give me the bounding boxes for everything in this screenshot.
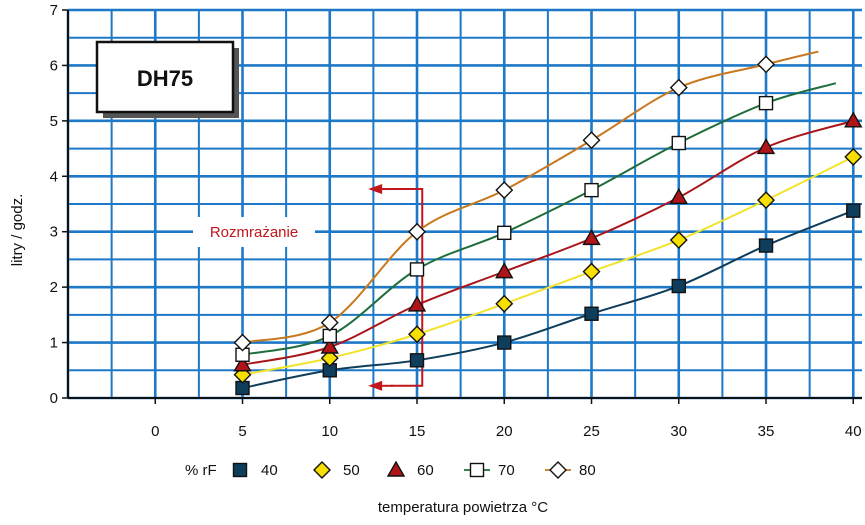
legend-marker-40 xyxy=(232,462,248,478)
data-point-80 xyxy=(669,78,688,97)
data-point-60 xyxy=(756,138,776,155)
legend-label-40: 40 xyxy=(261,462,278,479)
data-point-60 xyxy=(582,228,601,246)
series-line-80 xyxy=(242,50,819,344)
data-point-50 xyxy=(320,349,339,368)
legend-marker-50 xyxy=(313,461,331,479)
data-point-80 xyxy=(408,222,427,241)
data-point-70 xyxy=(409,262,425,277)
x-tick-label: 15 xyxy=(409,423,426,440)
data-point-40 xyxy=(584,306,599,321)
y-tick-label: 1 xyxy=(50,335,58,352)
annotation-box xyxy=(193,217,315,247)
legend-label-50: 50 xyxy=(343,462,360,479)
x-tick-label: 30 xyxy=(670,423,687,440)
data-point-40 xyxy=(671,278,686,294)
data-point-60 xyxy=(320,337,339,354)
badge-label: DH75 xyxy=(137,66,193,91)
data-point-70 xyxy=(758,95,774,111)
legend: % rF 40 50 60 70 80 xyxy=(185,460,596,479)
series-line-70 xyxy=(242,82,837,356)
legend-label-70: 70 xyxy=(498,462,515,479)
x-axis-label: temperatura powietrza °C xyxy=(378,499,548,516)
badge-box xyxy=(95,40,235,114)
series-line-50 xyxy=(242,155,854,376)
y-tick-label: 7 xyxy=(50,2,58,19)
annotation-text: Rozmrażanie xyxy=(210,224,298,241)
x-tick-label: 20 xyxy=(496,423,513,440)
data-point-80 xyxy=(582,131,601,150)
legend-marker-80 xyxy=(549,461,567,479)
defrost-bracket xyxy=(390,188,424,387)
data-point-50 xyxy=(495,294,514,313)
data-point-80 xyxy=(233,333,252,352)
x-tick-label: 5 xyxy=(238,423,246,440)
data-point-50 xyxy=(669,231,688,250)
y-tick-labels: 0 1 2 3 4 5 6 7 xyxy=(50,2,58,407)
y-axis-label: litry / godz. xyxy=(9,194,26,267)
defrost-arrowhead xyxy=(368,380,383,391)
data-point-60 xyxy=(407,295,427,312)
x-tick-label: 25 xyxy=(583,423,600,440)
legend-marker-60 xyxy=(386,460,406,477)
series-line-60 xyxy=(242,119,854,366)
model-badge: DH75 xyxy=(95,40,239,118)
axes xyxy=(62,9,862,404)
series-line-40 xyxy=(242,209,854,390)
x-axis-unit: °C xyxy=(531,499,548,516)
data-point-50 xyxy=(757,191,776,210)
series-lines xyxy=(242,50,854,390)
legend-label-80: 80 xyxy=(579,462,596,479)
series-markers xyxy=(233,55,863,396)
data-point-50 xyxy=(844,147,863,166)
x-tick-label: 40 xyxy=(845,423,862,440)
x-tick-label: 35 xyxy=(758,423,775,440)
data-point-50 xyxy=(408,325,427,344)
data-point-60 xyxy=(233,355,252,372)
data-point-80 xyxy=(757,55,776,74)
x-tick-label: 10 xyxy=(321,423,338,440)
data-point-70 xyxy=(584,182,599,198)
data-point-60 xyxy=(669,187,688,205)
defrost-arrowhead xyxy=(368,184,383,195)
data-point-40 xyxy=(758,238,774,253)
data-point-70 xyxy=(671,135,686,151)
y-tick-label: 4 xyxy=(50,168,58,185)
data-point-40 xyxy=(409,353,425,368)
y-tick-label: 6 xyxy=(50,57,58,74)
y-tick-label: 5 xyxy=(50,113,58,130)
y-tick-label: 2 xyxy=(50,279,58,296)
legend-label-60: 60 xyxy=(417,462,434,479)
y-tick-label: 0 xyxy=(50,390,58,407)
legend-title: % rF xyxy=(185,462,217,479)
x-tick-labels: 0 5 10 15 20 25 30 35 40 xyxy=(151,423,862,440)
data-point-40 xyxy=(846,203,861,218)
defrost-annotation xyxy=(368,184,424,391)
x-axis-label-text: temperatura powietrza xyxy=(378,499,528,516)
data-point-60 xyxy=(495,262,514,279)
data-point-70 xyxy=(497,225,512,241)
data-point-40 xyxy=(497,335,512,350)
data-point-80 xyxy=(495,181,514,200)
data-point-60 xyxy=(844,111,863,128)
x-tick-label: 0 xyxy=(151,423,159,440)
data-point-80 xyxy=(320,313,339,332)
annotation-label: Rozmrażanie xyxy=(193,217,315,247)
data-point-50 xyxy=(582,262,601,281)
legend-marker-70 xyxy=(469,462,485,478)
y-tick-label: 3 xyxy=(50,224,58,241)
